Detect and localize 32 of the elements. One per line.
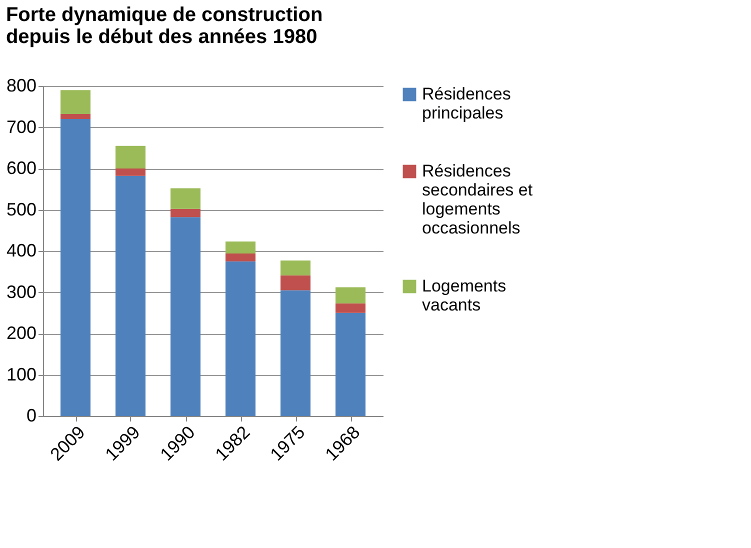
bar <box>60 90 90 114</box>
bar <box>336 287 366 304</box>
bar <box>116 146 146 168</box>
bar <box>280 260 310 276</box>
bar <box>60 119 90 416</box>
legend-label: Logements vacants <box>422 276 506 314</box>
legend-label: Résidences principales <box>422 84 511 122</box>
bar <box>170 208 200 218</box>
y-tick-label: 800 <box>6 76 36 96</box>
bar <box>336 312 366 416</box>
bar <box>280 290 310 416</box>
y-tick-label: 700 <box>6 116 36 137</box>
y-tick-label: 300 <box>6 282 36 302</box>
y-tick-label: 400 <box>6 240 36 260</box>
bar <box>280 275 310 290</box>
text: depuis le début des années 1980 <box>6 26 318 48</box>
bar <box>116 168 146 176</box>
y-tick-label: 100 <box>6 364 36 384</box>
y-tick-label: 500 <box>6 199 36 220</box>
bar <box>226 242 256 254</box>
y-tick-label: 600 <box>6 158 36 178</box>
text: Forte dynamique de construction <box>6 4 323 26</box>
bar <box>116 176 146 416</box>
legend-label: Résidences secondaires et logements occasionnels <box>422 162 533 238</box>
bar <box>226 261 256 416</box>
bar <box>170 188 200 209</box>
y-tick-label: 200 <box>6 323 36 343</box>
bar <box>336 303 366 313</box>
bar <box>226 253 256 262</box>
bar <box>170 217 200 416</box>
y-tick-label: 0 <box>26 406 36 426</box>
bar <box>60 114 90 119</box>
